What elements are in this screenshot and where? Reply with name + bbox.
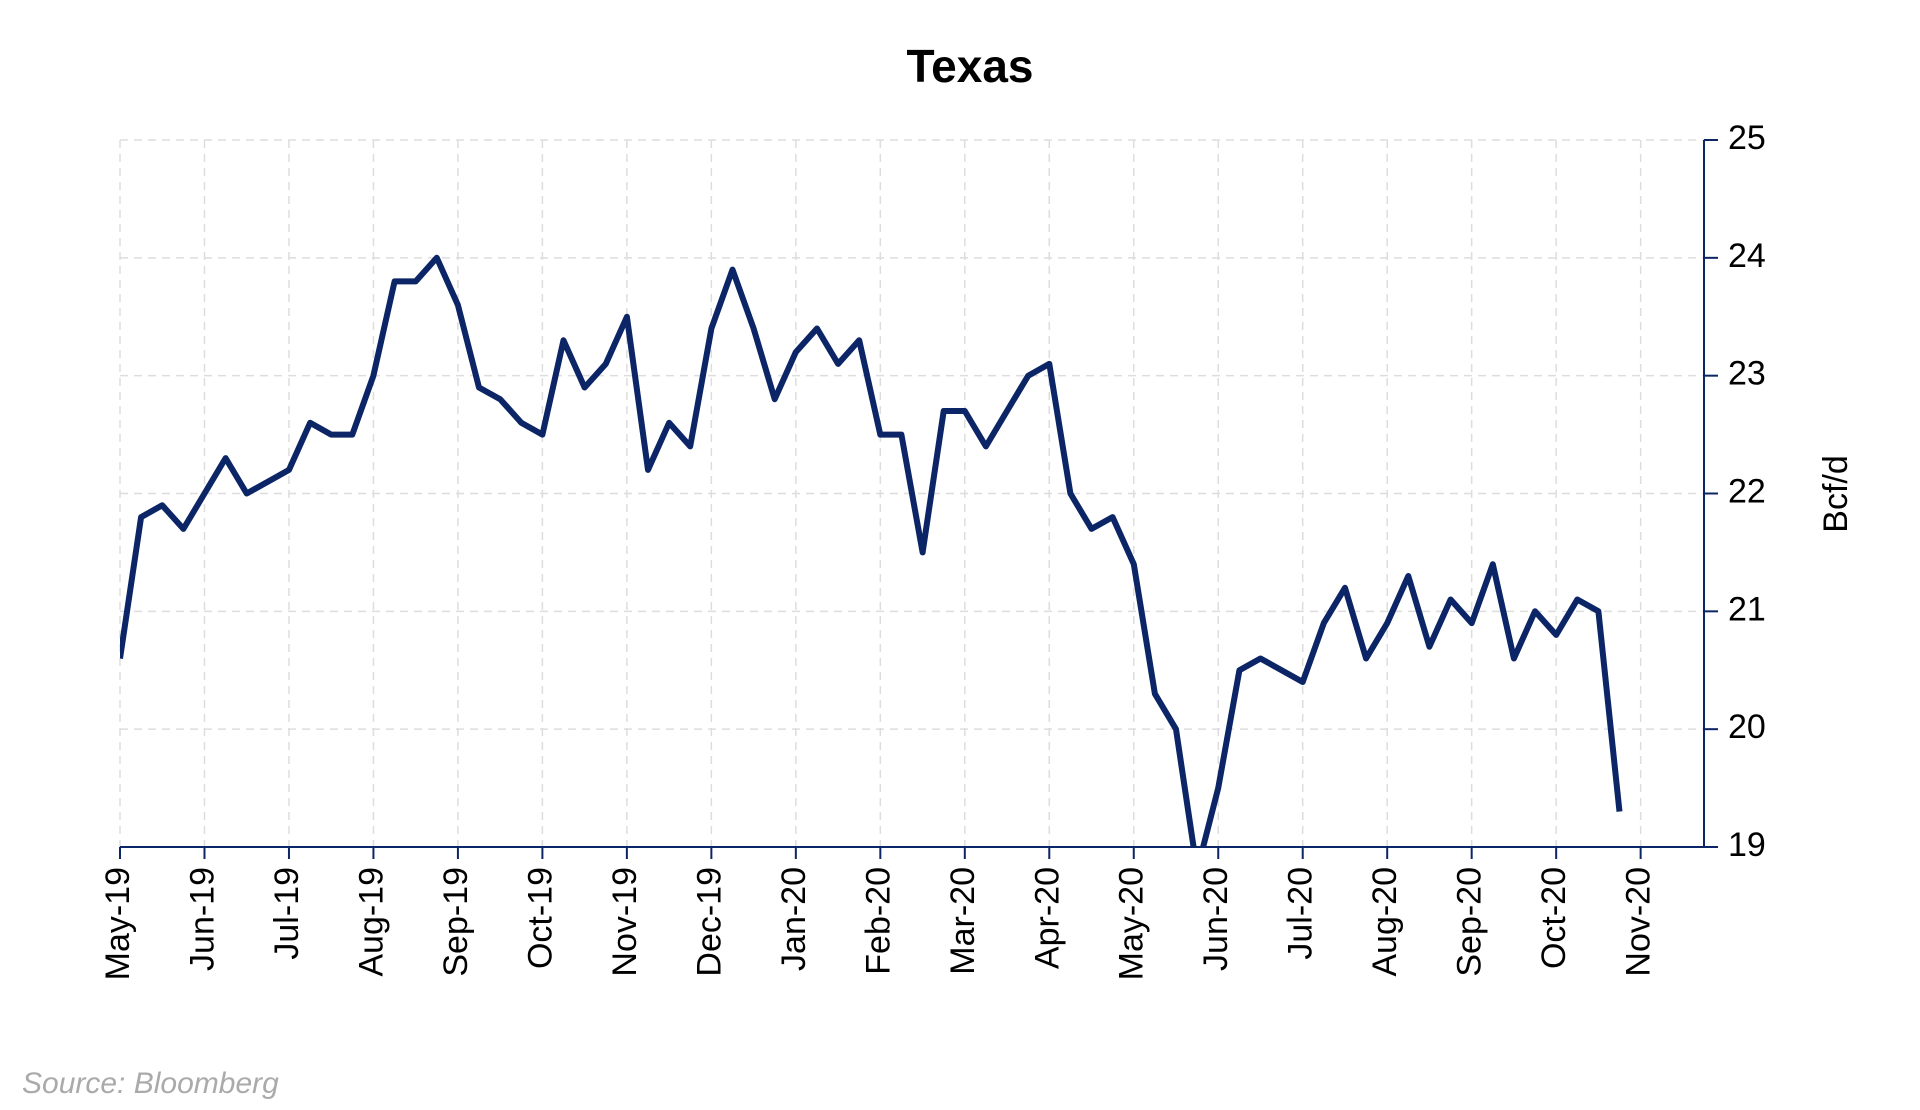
x-tick-label: Aug-19 — [352, 867, 390, 977]
x-tick-label: Sep-19 — [437, 867, 475, 977]
x-tick-label: Jul-19 — [268, 867, 306, 960]
x-tick-label: Oct-20 — [1535, 867, 1573, 969]
x-tick-label: Nov-20 — [1620, 867, 1658, 977]
x-tick-label: Jul-20 — [1282, 867, 1320, 960]
y-tick-label: 19 — [1728, 826, 1766, 864]
source-note: Source: Bloomberg — [22, 1067, 279, 1100]
y-tick-label: 21 — [1728, 590, 1766, 628]
y-tick-label: 22 — [1728, 472, 1766, 510]
chart-title: Texas — [906, 40, 1033, 92]
x-tick-label: May-19 — [99, 867, 137, 980]
y-tick-label: 20 — [1728, 708, 1766, 746]
x-tick-label: Sep-20 — [1451, 867, 1489, 977]
x-tick-label: Jun-19 — [183, 867, 221, 971]
x-tick-label: May-20 — [1113, 867, 1151, 980]
x-tick-label: Aug-20 — [1366, 867, 1404, 977]
data-line — [120, 254, 1623, 847]
y-tick-label: 25 — [1728, 119, 1766, 157]
x-tick-label: Oct-19 — [521, 867, 559, 969]
x-tick-label: Nov-19 — [606, 867, 644, 977]
x-tick-label: Dec-19 — [690, 867, 728, 977]
x-tick-label: Feb-20 — [859, 867, 897, 975]
x-tick-label: Mar-20 — [944, 867, 982, 975]
y-axis-label: Bcf/d — [1817, 455, 1855, 532]
y-tick-label: 23 — [1728, 355, 1766, 393]
x-tick-label: Jan-20 — [775, 867, 813, 971]
y-tick-label: 24 — [1728, 237, 1766, 275]
x-tick-label: Jun-20 — [1197, 867, 1235, 971]
x-tick-label: Apr-20 — [1028, 867, 1066, 969]
